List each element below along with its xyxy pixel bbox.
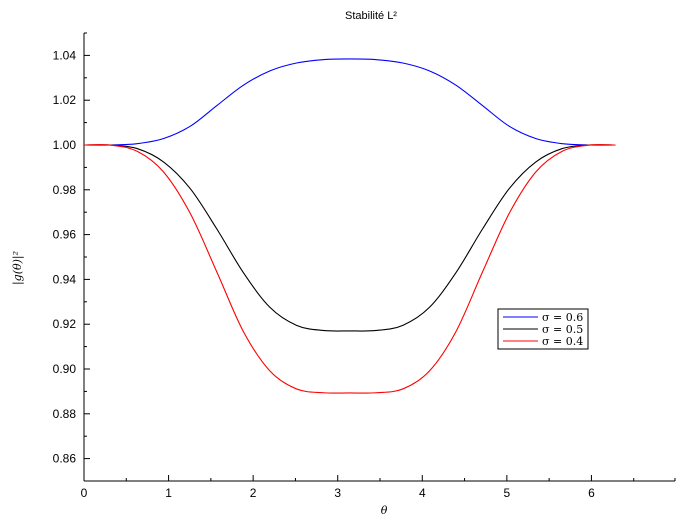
axes: [83, 33, 675, 482]
y-axis-label: |g(θ)|²: [11, 251, 25, 285]
chart-title: Stabilité L²: [345, 10, 397, 22]
x-tick-label: 2: [250, 486, 257, 500]
legend-entry: σ = 0.4: [542, 335, 583, 348]
y-tick-label: 0.90: [53, 362, 77, 376]
y-tick-label: 1.04: [53, 48, 77, 62]
ticks: 0 1 2 3 4 5 6 0.86 0.88 0.90 0.92 0.94 0.96 0.98 1.00 1…: [53, 32, 676, 500]
x-tick-label: 4: [419, 486, 426, 500]
y-tick-label: 0.88: [53, 407, 77, 421]
y-tick-label: 0.92: [53, 317, 77, 331]
series-line-1: [83, 144, 616, 332]
y-tick-label: 0.96: [53, 228, 77, 242]
y-tick-label: 0.94: [53, 272, 77, 286]
y-tick-label: 0.98: [53, 183, 77, 197]
x-axis-label: θ: [381, 504, 388, 516]
y-tick-label: 1.00: [53, 138, 77, 152]
x-tick-label: 3: [334, 486, 341, 500]
x-tick-label: 1: [165, 486, 172, 500]
legend-entry: σ = 0.6: [542, 311, 583, 324]
legend: σ = 0.6σ = 0.5σ = 0.4: [497, 308, 589, 350]
legend-entry: σ = 0.5: [542, 323, 583, 336]
series-line-0: [83, 58, 616, 146]
series-line-2: [83, 144, 616, 394]
x-tick-label: 6: [588, 486, 595, 500]
y-tick-label: 1.02: [53, 93, 77, 107]
y-tick-label: 0.86: [53, 452, 77, 466]
legend-box: [497, 308, 589, 350]
x-tick-label: 0: [81, 486, 88, 500]
series-lines: [83, 58, 616, 394]
x-tick-label: 5: [504, 486, 511, 500]
